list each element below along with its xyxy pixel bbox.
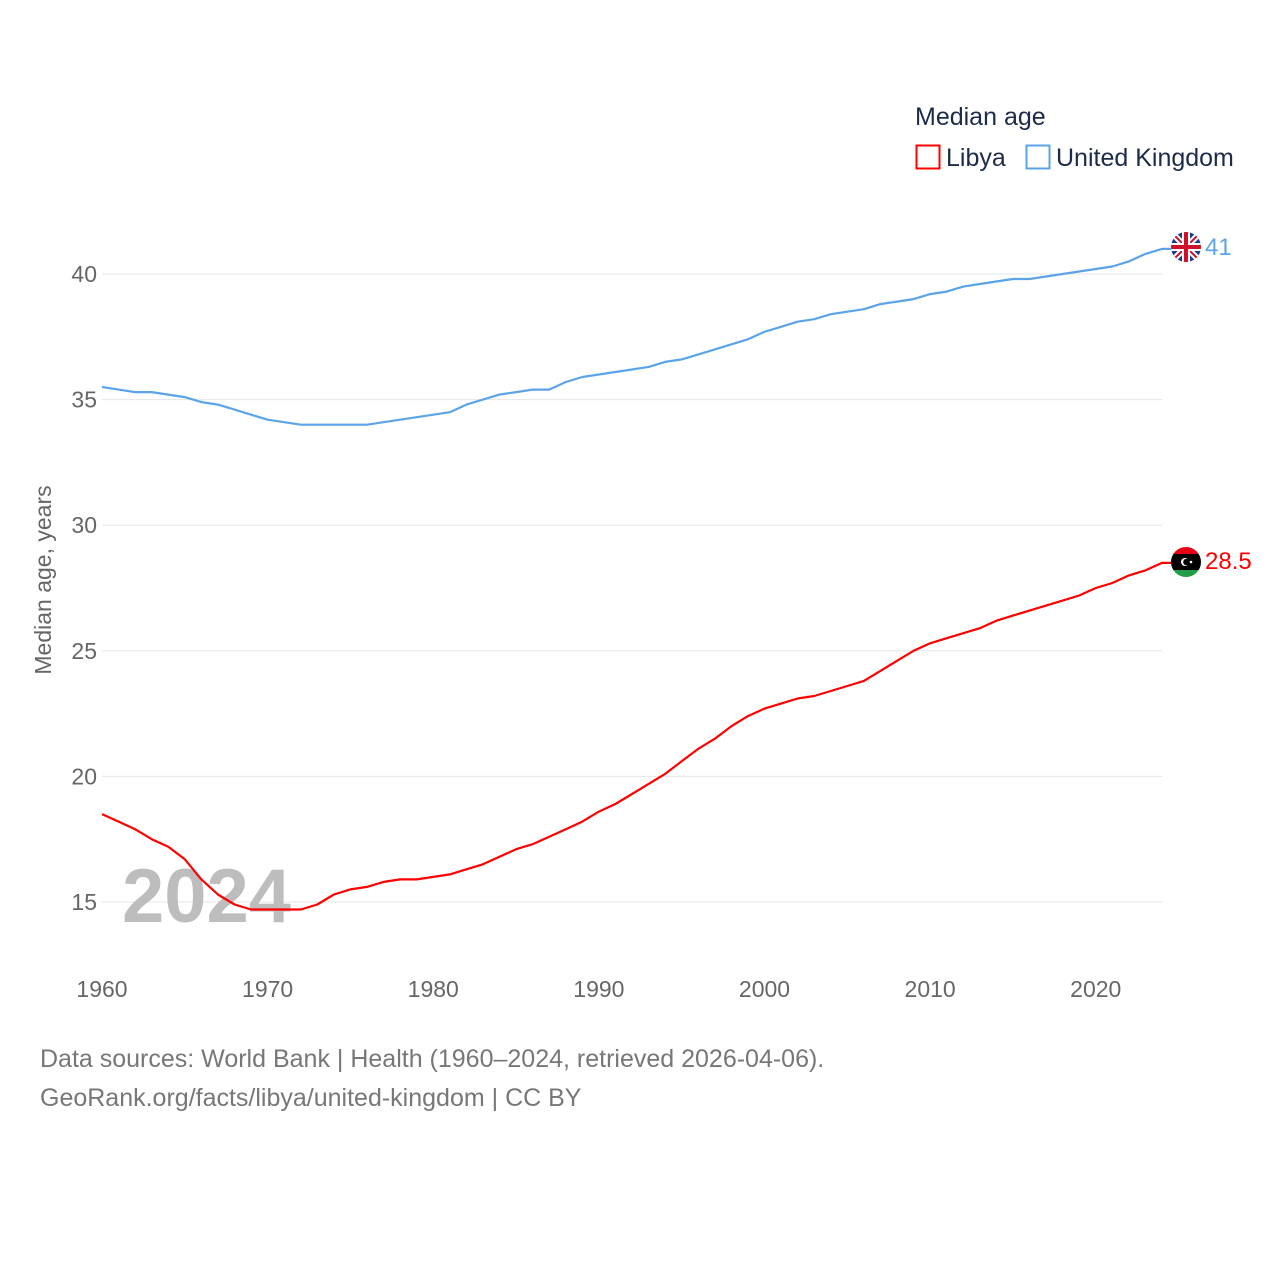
end-label-libya: 28.5 [1205, 548, 1252, 575]
y-tick-label: 35 [71, 387, 97, 413]
libya-flag-icon [1171, 547, 1201, 577]
x-tick-label: 2000 [739, 976, 790, 1002]
footer-sources: Data sources: World Bank | Health (1960–… [40, 1045, 825, 1073]
y-tick-label: 30 [71, 512, 97, 538]
uk-flag-icon [1171, 232, 1201, 262]
x-tick-label: 1990 [573, 976, 624, 1002]
legend-title: Median age [915, 103, 1046, 131]
legend-label-libya: Libya [946, 144, 1006, 172]
legend-swatch-united-kingdom [1025, 144, 1051, 170]
x-tick-label: 1970 [242, 976, 293, 1002]
y-axis-label: Median age, years [30, 485, 56, 674]
watermark-year: 2024 [122, 854, 291, 939]
end-label-united-kingdom: 41 [1205, 234, 1232, 261]
series-line-united-kingdom [101, 247, 1172, 426]
y-tick-label: 20 [71, 763, 97, 789]
x-tick-label: 1980 [408, 976, 459, 1002]
series-line-libya [101, 561, 1172, 911]
footer-attribution[interactable]: GeoRank.org/facts/libya/united-kingdom |… [40, 1084, 582, 1112]
y-tick-label: 15 [71, 889, 97, 915]
legend-label-united-kingdom: United Kingdom [1056, 144, 1234, 172]
y-tick-label: 40 [71, 261, 97, 287]
y-tick-label: 25 [71, 638, 97, 664]
legend-item-united-kingdom[interactable]: United Kingdom [1025, 144, 1234, 172]
legend-swatch-libya [915, 144, 941, 170]
x-tick-label: 2010 [905, 976, 956, 1002]
legend-item-libya[interactable]: Libya [915, 144, 1006, 172]
x-tick-label: 1960 [76, 976, 127, 1002]
x-tick-label: 2020 [1070, 976, 1121, 1002]
